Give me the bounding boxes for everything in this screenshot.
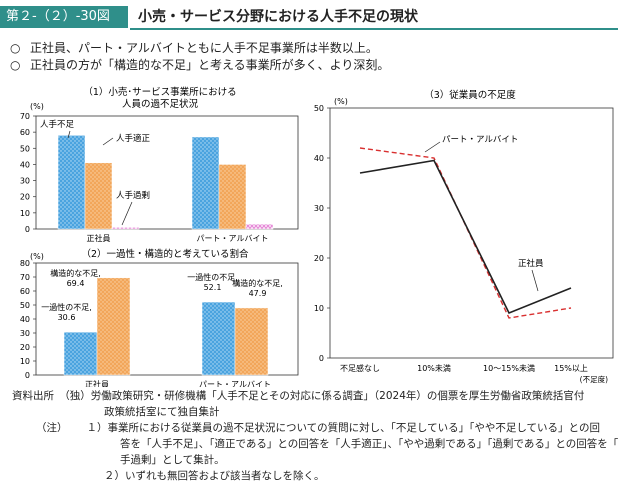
y-tick-label: 10: [20, 209, 30, 218]
chart1-title-line2: 人員の過不足状況: [122, 98, 199, 110]
note-line-continued: 答を「人手不足」、「適正である」との回答を「人手適正」、「やや過剰である」「過剰…: [120, 438, 618, 450]
source-line: 資料出所 （独）労働政策研究・研修機構「人手不足とその対応に係る調査」（2024…: [12, 388, 612, 404]
y-tick-label: 70: [20, 273, 30, 282]
bar-excess: [245, 223, 274, 230]
y-tick-label: 50: [20, 144, 30, 153]
bullet-marker: ○: [10, 58, 21, 72]
chart2-unit: (%): [30, 252, 44, 261]
bar-adequate: [84, 162, 113, 230]
bar-shortage: [57, 135, 86, 230]
y-tick-label: 60: [20, 287, 30, 296]
chart3-x-unit: (不足度): [580, 374, 608, 384]
chart-temporary-vs-structural: （2）一過性・構造的と考えている割合 (%) 0 10 20 30 40 50 60 70 80…: [20, 248, 299, 387]
y-tick-label: 20: [20, 343, 30, 352]
y-tick-label: 50: [20, 301, 30, 310]
summary-text: 正社員、パート・アルバイトともに人手不足事業所は半数以上。: [30, 41, 378, 55]
bullet-marker: ○: [10, 41, 21, 55]
y-tick-label: 0: [25, 371, 30, 380]
source-label: 資料出所: [12, 390, 54, 402]
chart3-plot-frame: [329, 107, 614, 359]
note-text: １）事業所における従業員の過不足状況についての質問に対し、「不足している」「やや…: [86, 422, 600, 434]
series-label-part-time: パート・アルバイト: [442, 135, 518, 145]
line-regular-staff: [359, 159, 572, 315]
chart2-plot-frame: [35, 262, 299, 376]
y-tick-label: 30: [20, 177, 30, 186]
legend-leader-line: [102, 137, 114, 146]
line-part-time: [359, 147, 572, 319]
y-tick-label: 30: [20, 329, 30, 338]
y-tick-label: 40: [20, 160, 30, 169]
chart1-unit: (%): [30, 102, 44, 111]
chart-worker-shortage-degree: （3）従業員の不足度 (%) 0 10 20 30 40 50 不足感なし 10%未満 10～…: [314, 89, 614, 384]
y-tick-label: 20: [20, 193, 30, 202]
summary-bullets: ○ 正社員、パート・アルバイトともに人手不足事業所は半数以上。 ○ 正社員の方が「構…: [10, 40, 389, 74]
y-tick-label: 40: [314, 154, 324, 163]
note-line-continued: 手過剰」として集計。: [120, 454, 225, 466]
category-label: 正社員: [87, 233, 111, 243]
note-line: （注） １）事業所における従業員の過不足状況についての質問に対し、「不足している…: [12, 420, 612, 436]
data-label: 構造的な不足,: [232, 278, 283, 288]
bar-excess: [111, 227, 140, 230]
data-label-value: 30.6: [58, 313, 76, 322]
chart-staff-shortage-status: （1）小売･サービス事業所における 人員の過不足状況 (%) 0 10 20 30 40…: [20, 86, 299, 243]
summary-item: ○ 正社員の方が「構造的な不足」と考える事業所が多く、より深刻。: [10, 57, 389, 74]
bar-structural: [96, 277, 131, 376]
note-line: ２）いずれも無回答および該当者なしを除く。: [104, 470, 325, 482]
legend-label-adequate: 人手適正: [116, 133, 151, 144]
source-line-continued: 政策統括室にて独自集計: [104, 406, 220, 418]
chart3-unit: (%): [334, 97, 348, 106]
y-tick-label: 20: [314, 254, 324, 263]
data-label: 構造的な不足,: [50, 268, 101, 278]
category-label: パート・アルバイト: [197, 234, 269, 243]
summary-text: 正社員の方が「構造的な不足」と考える事業所が多く、より深刻。: [30, 58, 390, 72]
y-tick-label: 10: [314, 304, 324, 313]
data-label-value: 47.9: [249, 289, 267, 298]
data-label-value: 69.4: [67, 279, 85, 288]
y-tick-label: 50: [314, 104, 324, 113]
data-label: 一過性の不足,: [41, 302, 92, 312]
legend-leader-line: [67, 130, 71, 139]
series-leader-line: [531, 269, 539, 292]
chart1-plot-frame: [35, 115, 299, 230]
chart3-title: （3）従業員の不足度: [424, 89, 516, 101]
bar-temporary: [63, 331, 98, 376]
y-tick-label: 40: [20, 315, 30, 324]
category-label: 正社員: [85, 379, 109, 387]
bar-temporary: [201, 301, 236, 376]
category-label: 10%未満: [417, 363, 451, 373]
figure-header: 第２-（２）-30図 小売・サービス分野における人手不足の現状: [0, 0, 618, 30]
y-tick-label: 0: [319, 354, 324, 363]
y-tick-label: 80: [20, 259, 30, 268]
series-leader-line: [424, 141, 441, 153]
data-label-value: 52.1: [204, 283, 222, 292]
header-rule: [130, 28, 618, 30]
note-label: （注）: [36, 422, 68, 434]
y-tick-label: 0: [25, 225, 30, 234]
legend-label-excess: 人手過剰: [116, 190, 150, 201]
category-label: パート・アルバイト: [199, 380, 271, 387]
summary-item: ○ 正社員、パート・アルバイトともに人手不足事業所は半数以上。: [10, 40, 389, 57]
data-label: 一過性の不足,: [187, 272, 238, 282]
category-label: 10～15%未満: [483, 363, 535, 373]
y-tick-label: 70: [20, 112, 30, 121]
bar-adequate: [218, 164, 247, 230]
figure-number: 第２-（２）-30図: [0, 6, 128, 28]
legend-leader-line: [121, 201, 133, 226]
legend-label-shortage: 人手不足: [40, 119, 75, 130]
chart2-title: （2）一過性・構造的と考えている割合: [81, 248, 249, 260]
bar-shortage: [191, 136, 220, 230]
y-tick-label: 60: [20, 128, 30, 137]
y-tick-label: 30: [314, 204, 324, 213]
category-label: 不足感なし: [340, 363, 380, 373]
category-label: 15%以上: [554, 364, 588, 373]
bar-structural: [234, 307, 269, 376]
y-tick-label: 10: [20, 357, 30, 366]
chart1-title-line1: （1）小売･サービス事業所における: [83, 86, 236, 98]
figure-title: 小売・サービス分野における人手不足の現状: [138, 9, 418, 25]
series-label-regular: 正社員: [518, 258, 544, 269]
figure-footer: 資料出所 （独）労働政策研究・研修機構「人手不足とその対応に係る調査」（2024…: [12, 388, 618, 484]
source-text: （独）労働政策研究・研修機構「人手不足とその対応に係る調査」（2024年）の個票…: [64, 390, 585, 402]
